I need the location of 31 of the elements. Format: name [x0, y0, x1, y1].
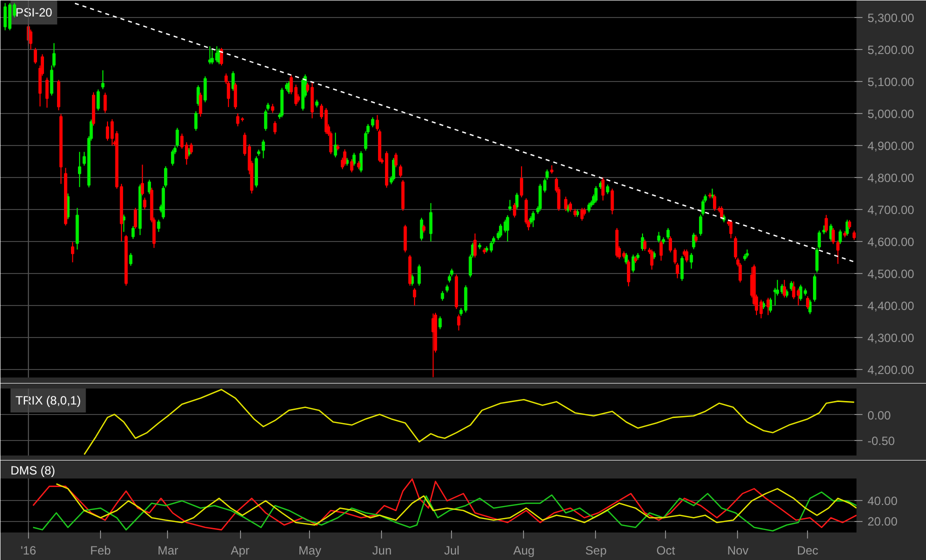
- x-tick-label: Mar: [158, 544, 178, 558]
- text: TRIX (8,0,1): [16, 394, 81, 408]
- x-tick-label: Oct: [656, 544, 676, 558]
- y-tick-label: 5,000.00: [868, 106, 915, 121]
- y-tick-label: 40.00: [868, 494, 898, 508]
- y-tick-label: 0.00: [868, 408, 892, 422]
- y-tick-label: 4,900.00: [868, 138, 915, 153]
- x-tick-label: Nov: [727, 544, 749, 558]
- y-tick-label: -0.50: [868, 434, 896, 448]
- y-tick-label: 5,200.00: [868, 42, 915, 57]
- y-tick-label: 4,400.00: [868, 298, 915, 313]
- x-tick-label: Apr: [230, 544, 250, 558]
- x-tick-label: May: [298, 544, 322, 558]
- y-tick-label: 5,300.00: [868, 10, 915, 25]
- x-tick-label: Jun: [372, 544, 392, 558]
- y-tick-label: 20.00: [868, 514, 898, 529]
- y-tick-label: 4,500.00: [868, 266, 915, 281]
- x-tick-label: Jul: [444, 544, 460, 558]
- x-tick-label: '16: [20, 544, 37, 558]
- y-tick-label: 4,800.00: [868, 170, 915, 185]
- y-tick-label: 4,200.00: [868, 363, 915, 377]
- x-tick-label: Feb: [90, 544, 112, 558]
- y-tick-label: 4,300.00: [868, 330, 915, 345]
- chart-title: DMS (8): [10, 464, 56, 478]
- x-tick-label: Sep: [585, 544, 607, 558]
- y-tick-label: 4,700.00: [868, 202, 915, 217]
- chart-title: PSI-20: [16, 6, 53, 20]
- x-tick-label: Dec: [796, 544, 818, 558]
- x-tick-label: Aug: [513, 544, 535, 558]
- y-tick-label: 5,100.00: [868, 74, 915, 89]
- y-tick-label: 4,600.00: [868, 234, 915, 249]
